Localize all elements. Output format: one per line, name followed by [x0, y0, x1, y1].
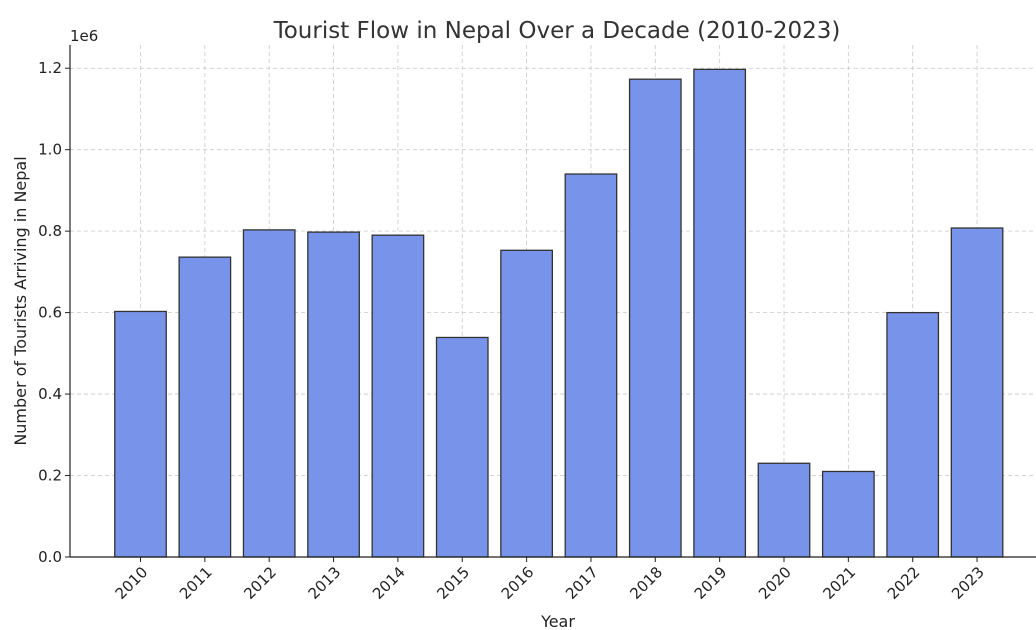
y-tick-label: 0.0 — [38, 548, 62, 566]
y-tick-label: 0.4 — [38, 385, 62, 403]
x-tick-label: 2021 — [819, 563, 859, 603]
bar-2012 — [242, 229, 296, 558]
x-tick-label: 2022 — [884, 563, 924, 603]
bar-2021 — [821, 470, 875, 558]
x-tick-label: 2020 — [755, 563, 795, 603]
x-axis-title: Year — [540, 612, 575, 630]
x-tick-label: 2010 — [112, 563, 152, 603]
y-axis-ticks: 0.0 0.2 0.4 0.6 0.8 1.0 1.2 — [38, 59, 70, 566]
bar-2013 — [307, 231, 360, 558]
bar-2020 — [757, 462, 811, 558]
x-tick-label: 2012 — [240, 563, 280, 603]
y-tick-label: 0.2 — [38, 467, 62, 485]
x-tick-label: 2018 — [626, 563, 666, 603]
y-axis-title: Number of Tourists Arriving in Nepal — [11, 156, 30, 445]
bar-2014 — [371, 234, 425, 558]
x-tick-label: 2015 — [433, 563, 473, 603]
bar-2023 — [950, 227, 1004, 558]
x-tick-label: 2017 — [562, 563, 602, 603]
y-tick-label: 1.2 — [38, 59, 62, 77]
bar-series — [114, 68, 1004, 558]
x-tick-label: 2014 — [369, 563, 409, 603]
y-tick-label: 0.8 — [38, 222, 62, 240]
x-tick-label: 2011 — [176, 563, 216, 603]
x-tick-label: 2019 — [691, 563, 731, 603]
bar-2022 — [886, 311, 940, 558]
bar-2017 — [564, 173, 618, 558]
bar-2018 — [628, 78, 682, 558]
y-scale-label: 1e6 — [70, 27, 98, 45]
chart-title: Tourist Flow in Nepal Over a Decade (201… — [273, 18, 841, 44]
bar-2010 — [114, 310, 167, 558]
y-tick-label: 1.0 — [38, 141, 62, 159]
axes — [69, 45, 1036, 558]
bar-2011 — [178, 256, 232, 558]
bar-2019 — [693, 68, 747, 558]
y-tick-label: 0.6 — [38, 304, 62, 322]
bar-2015 — [435, 336, 489, 558]
x-tick-label: 2016 — [498, 563, 538, 603]
bar-2016 — [500, 249, 554, 558]
x-tick-label: 2023 — [948, 563, 988, 603]
x-tick-label: 2013 — [305, 563, 345, 603]
x-axis-ticks: 2010 2011 2012 2013 2014 2015 2016 2017 2018 2019… — [112, 557, 988, 603]
